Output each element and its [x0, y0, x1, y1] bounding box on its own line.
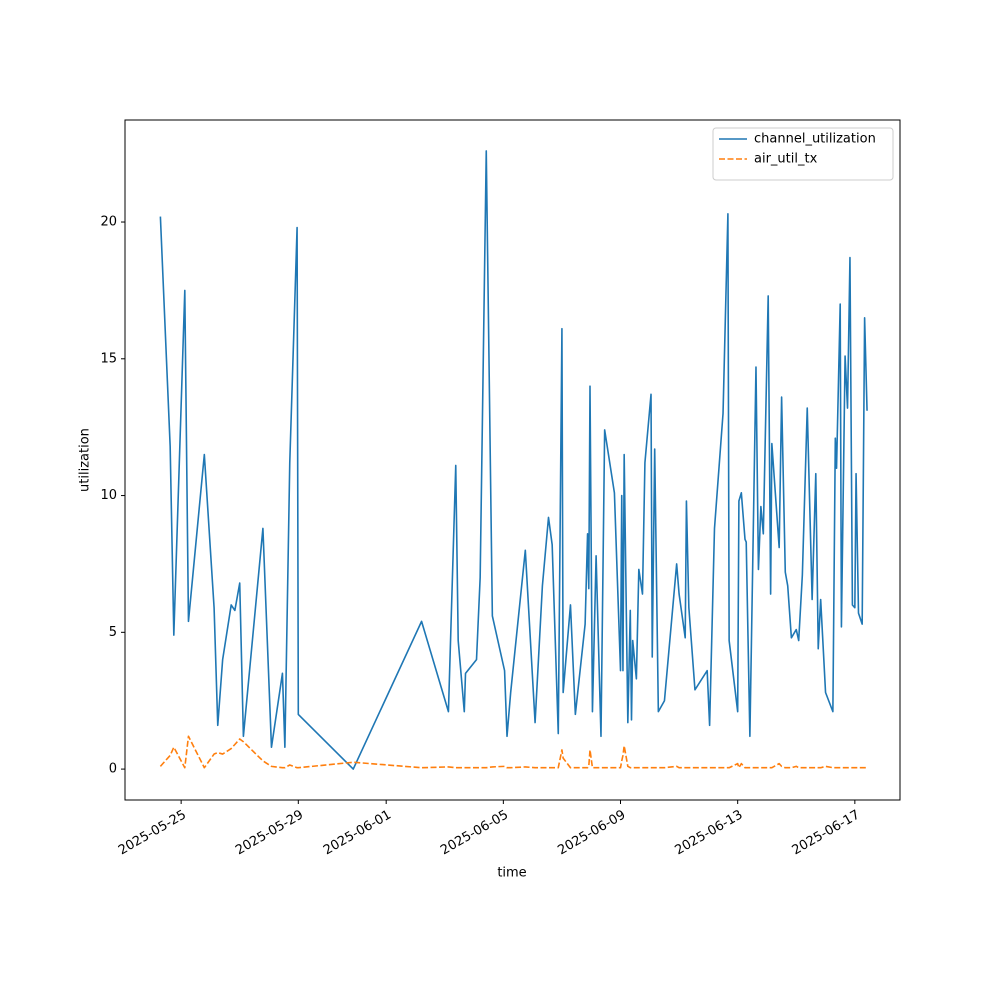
x-tick-label: 2025-06-09 — [555, 808, 628, 859]
x-axis-label: time — [497, 866, 526, 881]
legend-label: channel_utilization — [754, 132, 876, 147]
x-tick-label: 2025-05-25 — [116, 808, 189, 859]
legend-label: air_util_tx — [754, 152, 818, 167]
axes-frame — [124, 119, 901, 801]
series-line — [159, 150, 868, 770]
y-tick-label: 20 — [100, 215, 117, 230]
legend-box — [712, 127, 894, 181]
y-axis-label: utilization — [78, 428, 93, 492]
y-tick-label: 0 — [109, 762, 117, 777]
x-tick-label: 2025-06-01 — [321, 808, 394, 859]
x-tick-label: 2025-06-13 — [672, 808, 745, 859]
y-tick-label: 5 — [109, 625, 117, 640]
x-tick-label: 2025-06-17 — [790, 808, 863, 859]
series-line — [159, 735, 868, 769]
y-tick-label: 10 — [100, 488, 117, 503]
x-tick-label: 2025-05-29 — [233, 808, 306, 859]
x-tick-label: 2025-06-05 — [438, 808, 511, 859]
y-tick-label: 15 — [100, 351, 117, 366]
